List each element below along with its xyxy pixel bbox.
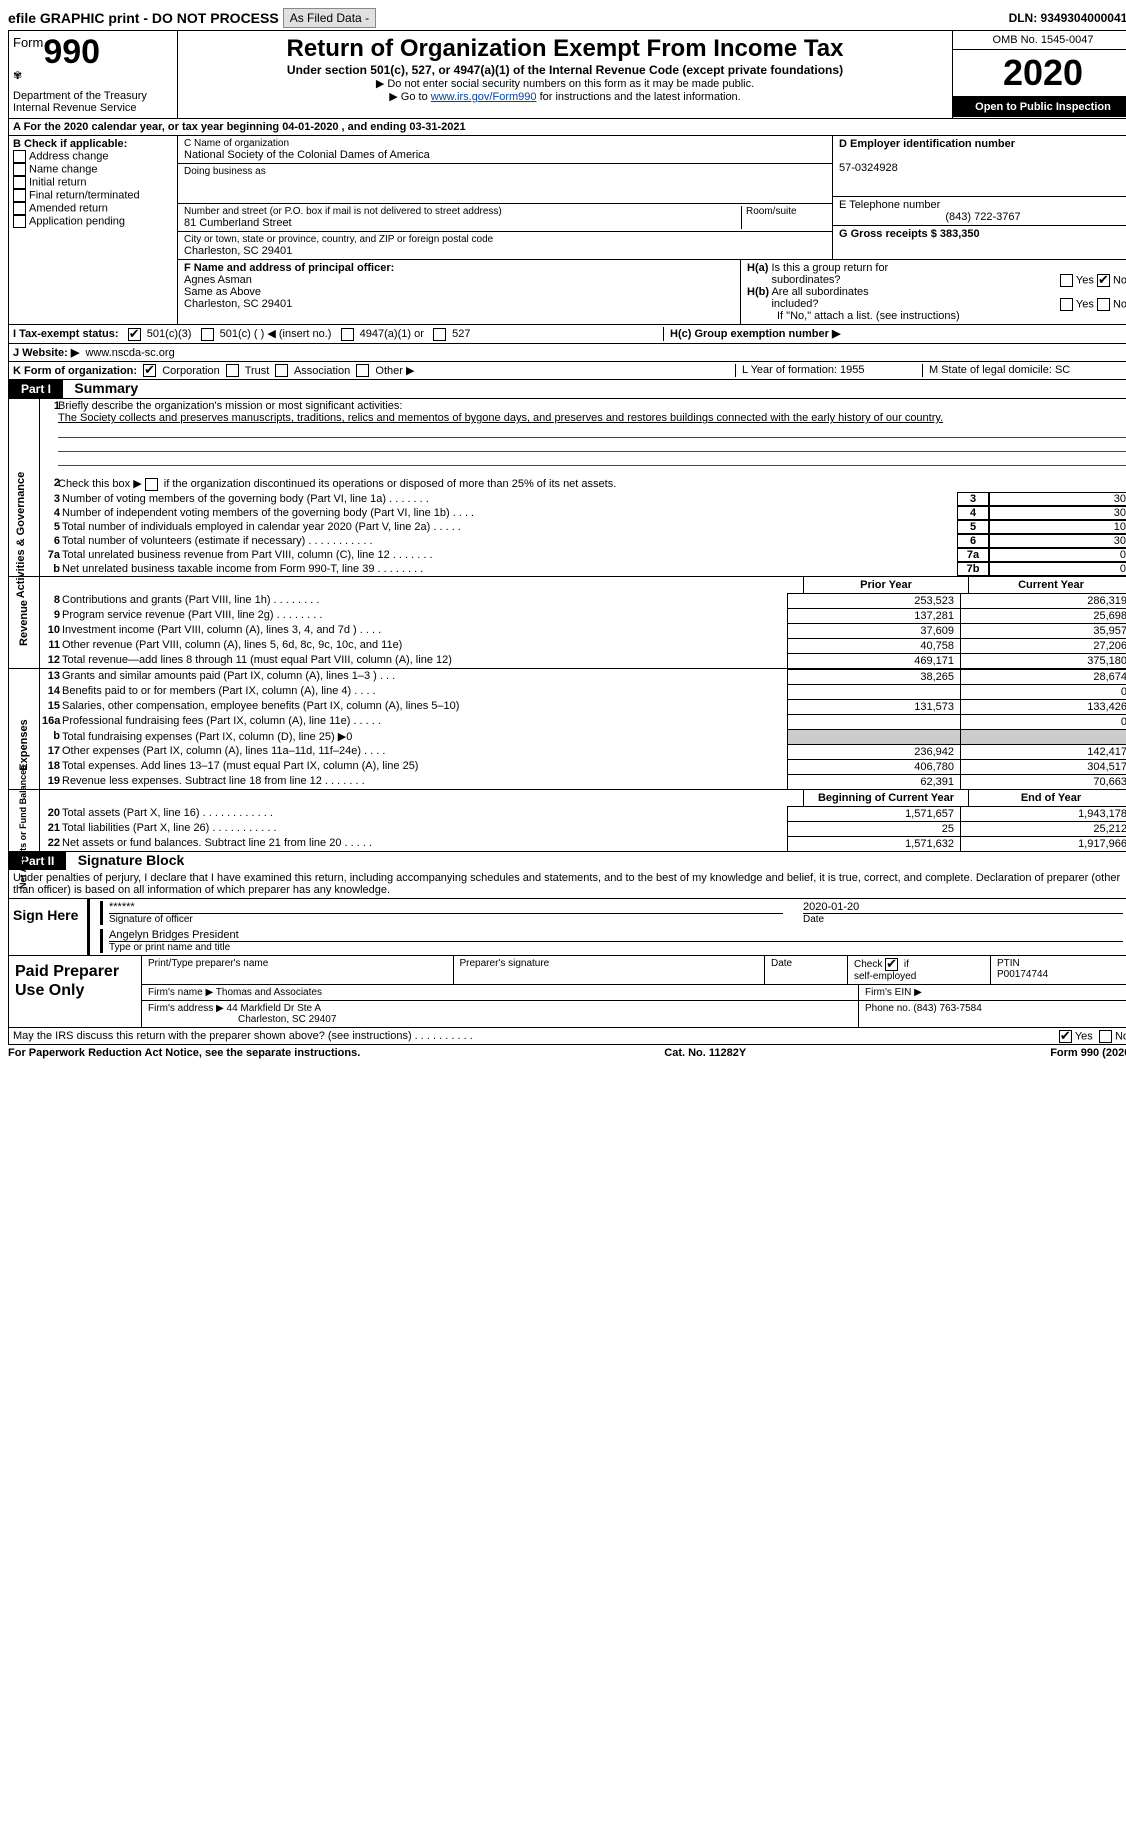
financial-row: 9Program service revenue (Part VIII, lin… (40, 608, 1126, 623)
current-year-head: Current Year (968, 577, 1126, 593)
corp-checkbox[interactable] (143, 364, 156, 377)
end-year-head: End of Year (968, 790, 1126, 806)
top-bar: efile GRAPHIC print - DO NOT PROCESS As … (8, 8, 1126, 28)
form-note-link: ▶ Go to www.irs.gov/Form990 for instruct… (186, 90, 944, 103)
financial-row: 15Salaries, other compensation, employee… (40, 699, 1126, 714)
sign-date: 2020-01-20 (803, 901, 859, 913)
discontinued-checkbox[interactable] (145, 478, 158, 491)
begin-year-head: Beginning of Current Year (803, 790, 968, 806)
summary-line: 3Number of voting members of the governi… (40, 492, 1126, 506)
box-b-item: Final return/terminated (13, 189, 173, 202)
financial-row: 14Benefits paid to or for members (Part … (40, 684, 1126, 699)
box-b: B Check if applicable: Address changeNam… (9, 136, 178, 324)
trust-checkbox[interactable] (226, 364, 239, 377)
tax-year: 2020 (953, 50, 1126, 96)
form-id-block: Form990 ✾ Department of the Treasury Int… (9, 31, 178, 118)
financial-row: 22Net assets or fund balances. Subtract … (40, 836, 1126, 851)
officer-name-title: Angelyn Bridges President (109, 929, 239, 941)
dln: DLN: 93493040000412 (1009, 11, 1126, 25)
discuss-yes-checkbox[interactable] (1059, 1030, 1072, 1043)
ptin: P00174744 (997, 969, 1048, 980)
self-employed-checkbox[interactable] (885, 958, 898, 971)
page-footer: For Paperwork Reduction Act Notice, see … (8, 1045, 1126, 1059)
assoc-checkbox[interactable] (275, 364, 288, 377)
org-city: Charleston, SC 29401 (184, 245, 292, 257)
omb-number: OMB No. 1545-0047 (953, 31, 1126, 50)
paid-preparer-label: Paid Preparer Use Only (9, 956, 141, 1027)
box-b-item: Name change (13, 163, 173, 176)
irs-label: Internal Revenue Service (13, 102, 173, 114)
financial-row: 21Total liabilities (Part X, line 26) . … (40, 821, 1126, 836)
open-to-public: Open to Public Inspection (953, 96, 1126, 117)
org-street: 81 Cumberland Street (184, 217, 292, 229)
financial-row: bTotal fundraising expenses (Part IX, co… (40, 729, 1126, 744)
phone: (843) 722-3767 (945, 211, 1020, 223)
part2-title: Signature Block (70, 852, 185, 868)
firm-phone: Phone no. (843) 763-7584 (858, 1001, 1126, 1027)
form-title: Return of Organization Exempt From Incom… (186, 35, 944, 63)
box-b-item: Application pending (13, 215, 173, 228)
box-b-item: Amended return (13, 202, 173, 215)
state-domicile: M State of legal domicile: SC (922, 364, 1126, 378)
summary-line: 4Number of independent voting members of… (40, 506, 1126, 520)
part1-label: Part I (9, 380, 63, 398)
financial-row: 13Grants and similar amounts paid (Part … (40, 669, 1126, 684)
other-checkbox[interactable] (356, 364, 369, 377)
financial-row: 16aProfessional fundraising fees (Part I… (40, 714, 1126, 729)
ein: 57-0324928 (839, 162, 898, 174)
financial-row: 17Other expenses (Part IX, column (A), l… (40, 744, 1126, 759)
prior-year-head: Prior Year (803, 577, 968, 593)
gross-receipts: G Gross receipts $ 383,350 (839, 228, 980, 240)
dept-label: Department of the Treasury (13, 90, 173, 102)
form-right-block: OMB No. 1545-0047 2020 Open to Public In… (952, 31, 1126, 118)
form-note-ssn: ▶ Do not enter social security numbers o… (186, 77, 944, 90)
declaration-text: Under penalties of perjury, I declare th… (9, 870, 1126, 898)
cat-number: Cat. No. 11282Y (664, 1047, 746, 1059)
501c-checkbox[interactable] (201, 328, 214, 341)
financial-row: 11Other revenue (Part VIII, column (A), … (40, 638, 1126, 653)
summary-line: 5Total number of individuals employed in… (40, 520, 1126, 534)
financial-row: 18Total expenses. Add lines 13–17 (must … (40, 759, 1126, 774)
financial-row: 20Total assets (Part X, line 16) . . . .… (40, 806, 1126, 821)
form-number: 990 (43, 33, 100, 71)
501c3-checkbox[interactable] (128, 328, 141, 341)
527-checkbox[interactable] (433, 328, 446, 341)
summary-line: bNet unrelated business taxable income f… (40, 562, 1126, 576)
hb-yes-checkbox[interactable] (1060, 298, 1073, 311)
part1-title: Summary (66, 380, 138, 396)
officer-name: Agnes Asman (184, 274, 252, 286)
form-title-block: Return of Organization Exempt From Incom… (178, 31, 952, 118)
hb-no-checkbox[interactable] (1097, 298, 1110, 311)
mission-text: The Society collects and preserves manus… (58, 412, 943, 424)
financial-row: 12Total revenue—add lines 8 through 11 (… (40, 653, 1126, 668)
firm-addr: 44 Markfield Dr Ste A (227, 1003, 321, 1014)
org-name: National Society of the Colonial Dames o… (184, 149, 430, 161)
ha-yes-checkbox[interactable] (1060, 274, 1073, 287)
financial-row: 10Investment income (Part VIII, column (… (40, 623, 1126, 638)
irs-link[interactable]: www.irs.gov/Form990 (431, 91, 537, 103)
firm-name: Thomas and Associates (216, 987, 322, 998)
discuss-row: May the IRS discuss this return with the… (9, 1027, 1126, 1044)
side-netassets: Net Assets or Fund Balances (19, 727, 29, 927)
summary-line: 7aTotal unrelated business revenue from … (40, 548, 1126, 562)
form-subtitle: Under section 501(c), 527, or 4947(a)(1)… (186, 63, 944, 77)
box-b-item: Address change (13, 150, 173, 163)
ha-no-checkbox[interactable] (1097, 274, 1110, 287)
financial-row: 8Contributions and grants (Part VIII, li… (40, 593, 1126, 608)
year-formation: L Year of formation: 1955 (735, 364, 922, 378)
efile-label: efile GRAPHIC print - DO NOT PROCESS (8, 10, 279, 26)
website: www.nscda-sc.org (85, 347, 174, 359)
line-a: A For the 2020 calendar year, or tax yea… (9, 118, 1126, 135)
as-filed-button[interactable]: As Filed Data - (283, 8, 376, 28)
summary-line: 6Total number of volunteers (estimate if… (40, 534, 1126, 548)
financial-row: 19Revenue less expenses. Subtract line 1… (40, 774, 1126, 789)
discuss-no-checkbox[interactable] (1099, 1030, 1112, 1043)
box-b-item: Initial return (13, 176, 173, 189)
form-body: Form990 ✾ Department of the Treasury Int… (8, 30, 1126, 1045)
4947-checkbox[interactable] (341, 328, 354, 341)
